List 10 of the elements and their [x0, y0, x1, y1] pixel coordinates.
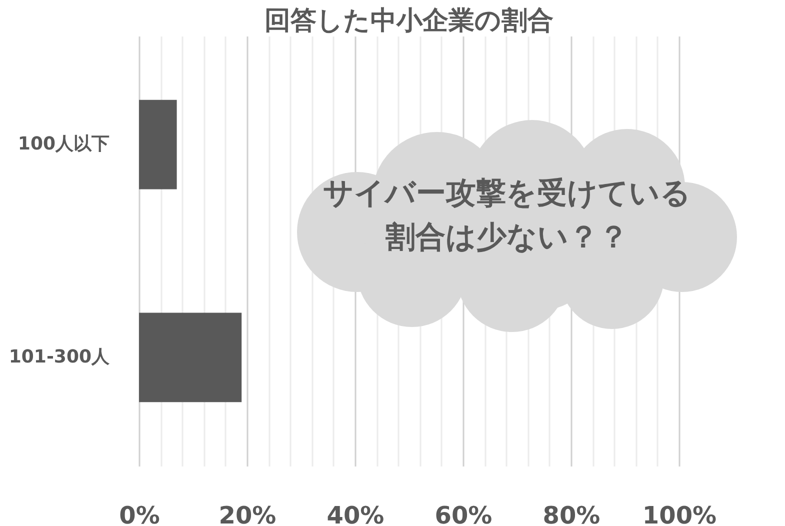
x-tick-label: 20%	[218, 502, 276, 526]
x-tick-label: 0%	[119, 502, 160, 526]
x-tick-label: 40%	[326, 502, 384, 526]
chart-title: 回答した中小企業の割合	[264, 6, 554, 36]
x-tick-label: 100%	[642, 502, 717, 526]
y-tick-label: 101-300人	[8, 346, 110, 368]
x-tick-label: 60%	[434, 502, 492, 526]
y-tick-label: 100人以下	[18, 134, 110, 155]
x-tick-label: 80%	[542, 502, 600, 526]
annotation: サイバー攻撃を受けている割合は少ない？？	[322, 175, 692, 257]
